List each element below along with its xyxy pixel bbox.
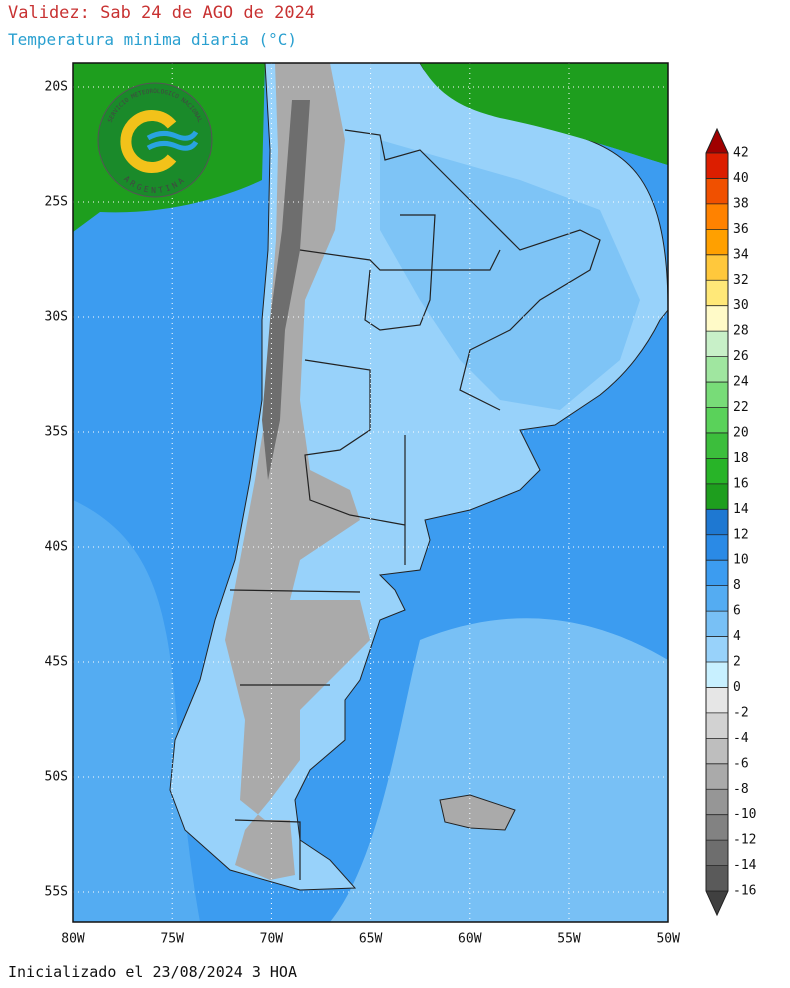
- colorbar-label: 28: [733, 324, 749, 339]
- colorbar-band: [706, 356, 728, 383]
- colorbar-label: 36: [733, 222, 749, 237]
- colorbar-label: -10: [733, 807, 756, 822]
- colorbar-label: 14: [733, 502, 749, 517]
- colorbar-label: -6: [733, 756, 749, 771]
- colorbar-label: 2: [733, 655, 741, 670]
- colorbar-label: 0: [733, 680, 741, 695]
- colorbar-band: [706, 814, 728, 841]
- colorbar-label: 26: [733, 349, 749, 364]
- colorbar-band: [706, 153, 728, 179]
- colorbar-label: -12: [733, 833, 756, 848]
- lat-label: 50S: [45, 770, 68, 785]
- colorbar-band: [706, 585, 728, 612]
- title: Validez: Sab 24 de AGO de 2024: [8, 3, 315, 23]
- colorbar-band: [706, 865, 728, 892]
- colorbar-band: [706, 280, 728, 307]
- lat-label: 55S: [45, 885, 68, 900]
- colorbar-label: 10: [733, 553, 749, 568]
- colorbar-label: 30: [733, 298, 749, 313]
- colorbar-label: 18: [733, 451, 749, 466]
- colorbar-label: -4: [733, 731, 749, 746]
- colorbar-label: 24: [733, 375, 749, 390]
- colorbar-band: [706, 407, 728, 434]
- colorbar-over: [706, 129, 728, 153]
- lon-label: 80W: [61, 932, 85, 947]
- colorbar-label: 6: [733, 604, 741, 619]
- colorbar-band: [706, 611, 728, 638]
- colorbar-label: 12: [733, 527, 749, 542]
- colorbar-label: -8: [733, 782, 749, 797]
- colorbar-label: 42: [733, 146, 749, 161]
- colorbar-label: 4: [733, 629, 741, 644]
- subtitle: Temperatura minima diaria (°C): [8, 30, 297, 49]
- colorbar-band: [706, 483, 728, 510]
- lat-label: 20S: [45, 80, 68, 95]
- colorbar-band: [706, 331, 728, 358]
- lat-label: 40S: [45, 540, 68, 555]
- logo: SERVICIO METEOROLOGICO NACIONAL ARGENTIN…: [97, 82, 213, 198]
- colorbar-label: 38: [733, 196, 749, 211]
- colorbar-band: [706, 305, 728, 332]
- colorbar-band: [706, 229, 728, 256]
- colorbar-band: [706, 178, 728, 205]
- colorbar-band: [706, 840, 728, 867]
- footer: Inicializado el 23/08/2024 3 HOA: [8, 963, 297, 981]
- colorbar-label: 22: [733, 400, 749, 415]
- colorbar-label: -14: [733, 858, 757, 873]
- lon-label: 70W: [260, 932, 284, 947]
- map: [72, 62, 669, 923]
- colorbar-band: [706, 458, 728, 485]
- colorbar: 424038363432302826242220181614121086420-…: [705, 127, 757, 917]
- colorbar-band: [706, 712, 728, 739]
- lon-label: 50W: [656, 932, 680, 947]
- colorbar-label: 34: [733, 247, 749, 262]
- colorbar-label: 8: [733, 578, 741, 593]
- colorbar-band: [706, 636, 728, 663]
- colorbar-label: 16: [733, 476, 749, 491]
- colorbar-band: [706, 203, 728, 230]
- colorbar-band: [706, 763, 728, 790]
- colorbar-band: [706, 738, 728, 765]
- lat-label: 35S: [45, 425, 68, 440]
- colorbar-band: [706, 662, 728, 688]
- colorbar-under: [706, 891, 728, 916]
- lon-label: 65W: [359, 932, 383, 947]
- colorbar-label: 40: [733, 171, 749, 186]
- lon-label: 60W: [458, 932, 482, 947]
- lat-label: 30S: [45, 310, 68, 325]
- colorbar-label: -2: [733, 705, 749, 720]
- colorbar-band: [706, 382, 728, 408]
- colorbar-band: [706, 789, 728, 816]
- colorbar-label: 32: [733, 273, 749, 288]
- colorbar-band: [706, 534, 728, 561]
- colorbar-label: -16: [733, 884, 756, 899]
- colorbar-band: [706, 560, 728, 587]
- lat-label: 25S: [45, 195, 68, 210]
- colorbar-label: 20: [733, 425, 749, 440]
- colorbar-band: [706, 687, 728, 714]
- colorbar-band: [706, 254, 728, 281]
- lon-label: 75W: [160, 932, 184, 947]
- colorbar-band: [706, 509, 728, 536]
- colorbar-band: [706, 432, 728, 459]
- lat-label: 45S: [45, 655, 68, 670]
- lon-label: 55W: [557, 932, 581, 947]
